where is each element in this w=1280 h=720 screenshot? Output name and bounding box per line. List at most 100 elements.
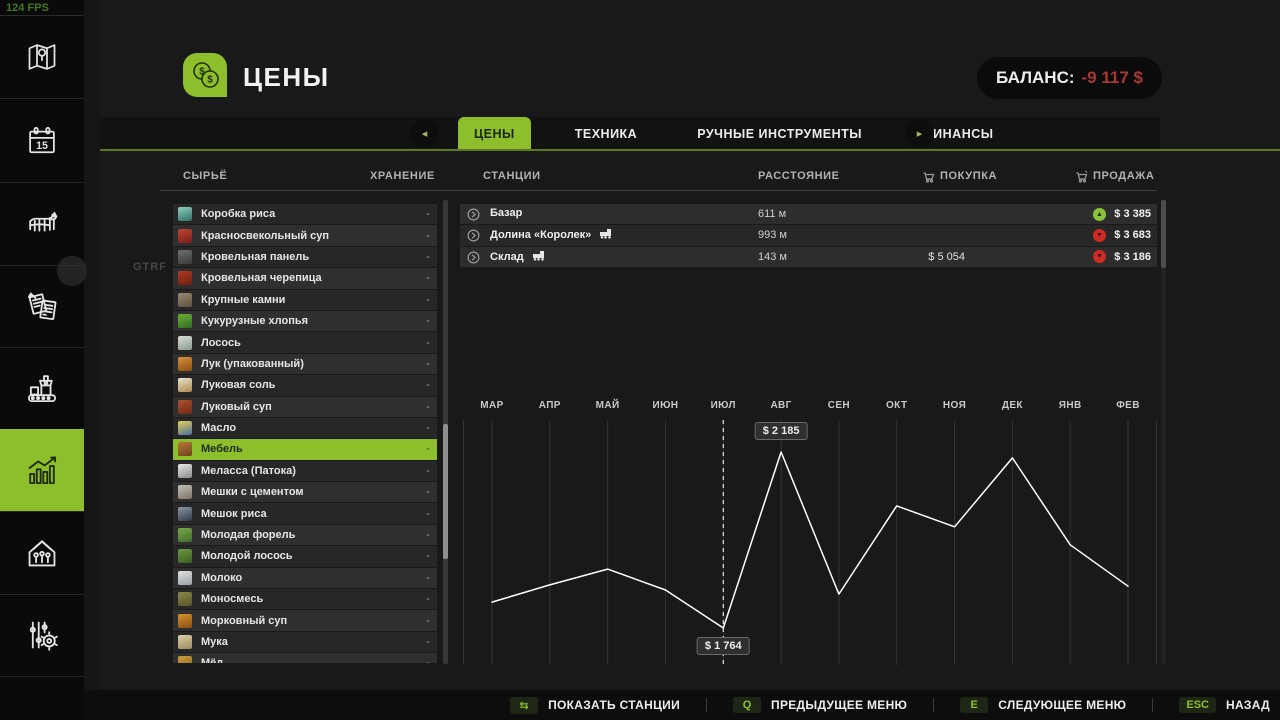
prices-chart-icon — [28, 456, 57, 485]
storage-value: - — [426, 229, 430, 242]
footer-action-2[interactable]: Q ПРЕДЫДУЩЕЕ МЕНЮ — [733, 697, 907, 713]
storage-value: - — [426, 336, 430, 349]
price-chart: МАР АПР МАЙ ИЮН ИЮЛ АВГ СЕН ОКТ НОЯ ДЕК ЯНВ ФЕВ $ 2 … — [463, 395, 1157, 665]
station-name: Базар — [490, 207, 522, 219]
sidebar-item-settings[interactable] — [0, 594, 84, 677]
storage-value: - — [426, 636, 430, 648]
list-item[interactable]: Коробка риса - — [173, 204, 437, 225]
sidebar-item-contracts[interactable] — [0, 265, 84, 348]
month-label: АПР — [538, 400, 561, 411]
commodity-name: Молодая форель — [201, 529, 296, 542]
accent-divider — [100, 149, 1280, 151]
storage-value: - — [426, 315, 430, 328]
max-price-label: $ 2 185 — [754, 422, 808, 440]
flour-icon — [178, 635, 192, 649]
list-item[interactable]: Лук (упакованный) - — [173, 353, 437, 375]
list-item[interactable]: Крупные камни - — [173, 289, 437, 310]
storage-value: - — [426, 357, 430, 370]
station-row[interactable]: Базар 611 м ▲ $ 3 385 — [460, 204, 1157, 226]
mono-mix-icon — [178, 592, 192, 607]
tabs-prev-button[interactable]: ◂ — [410, 119, 439, 148]
list-item[interactable]: Мешок риса - — [173, 503, 437, 524]
sidebar-item-workers[interactable] — [0, 512, 84, 595]
storage-value: - — [426, 529, 430, 542]
list-item[interactable]: Молодая форель - — [173, 524, 437, 546]
station-name-text: Базар — [490, 207, 523, 219]
footer-action-4[interactable]: ESC НАЗАД — [1179, 697, 1270, 713]
sidebar-item-calendar[interactable]: 15 — [0, 100, 84, 183]
chevron-right-icon: ▸ — [916, 128, 923, 140]
list-item[interactable]: Меласса (Патока) - — [173, 460, 437, 482]
tab-3[interactable]: РУЧНЫЕ ИНСТРУМЕНТЫ — [697, 126, 862, 141]
sidebar-item-prices[interactable] — [0, 429, 84, 512]
list-item[interactable]: Луковая соль - — [173, 375, 437, 396]
month-label: МАР — [480, 400, 504, 411]
list-item[interactable]: Морковный суп - — [173, 610, 437, 631]
footer-separator — [933, 698, 935, 712]
commodity-name: Мешок риса — [201, 507, 267, 520]
station-name-text: Склад — [490, 250, 524, 263]
action-label: СЛЕДУЮЩЕЕ МЕНЮ — [998, 698, 1127, 712]
list-item[interactable]: Мешки с цементом - — [173, 482, 437, 503]
station-row[interactable]: Долина «Королек» 993 м ▼ $ 3 683 — [460, 225, 1157, 247]
footer-action-3[interactable]: E СЛЕДУЮЩЕЕ МЕНЮ — [960, 697, 1126, 713]
list-item[interactable]: Красносвекольный суп - — [173, 225, 437, 246]
sidebar-item-animals[interactable] — [0, 183, 84, 266]
list-item[interactable]: Кукурузные хлопья - — [173, 310, 437, 332]
list-item[interactable]: Мука - — [173, 631, 437, 653]
key-hint: ⇆ — [510, 696, 539, 714]
month-label: АВГ — [770, 400, 792, 411]
sidebar-item-map[interactable] — [0, 16, 84, 99]
tab-2[interactable]: ТЕХНИКА — [574, 126, 638, 141]
storage-value: - — [426, 571, 430, 584]
storage-value: - — [426, 379, 430, 392]
list-item[interactable]: Луковый суп - — [173, 396, 437, 417]
list-item[interactable]: Лосось - — [173, 332, 437, 353]
tab-1[interactable]: ЦЕНЫ — [458, 117, 531, 150]
commodity-name: Мука — [201, 636, 228, 648]
sidebar-gutter — [84, 0, 100, 720]
action-label: ПРЕДЫДУЩЕЕ МЕНЮ — [771, 698, 908, 712]
station-hotspot-icon — [467, 229, 480, 247]
commodity-list: Коробка риса - Красносвекольный суп - Кровел… — [173, 204, 437, 663]
station-sell-price: $ 3 385 — [1114, 208, 1151, 220]
month-label: ДЕК — [1001, 400, 1023, 411]
balance-label: БАЛАНС: — [996, 68, 1075, 87]
workers-house-icon — [28, 540, 56, 567]
station-row[interactable]: Склад 143 м $ 5 054 ▼ $ 3 186 — [460, 246, 1157, 268]
storage-value: - — [426, 486, 430, 499]
list-item[interactable]: Моносмесь - — [173, 589, 437, 610]
list-item[interactable]: Кровельная черепица - — [173, 268, 437, 289]
list-item[interactable]: Молоко - — [173, 567, 437, 589]
station-distance: 143 м — [758, 250, 787, 263]
tab-strip: ◂ ЦЕНЫ ТЕХНИКА РУЧНЫЕ ИНСТРУМЕНТЫ ФИНАНСЫ ▸ — [100, 117, 1160, 150]
commodity-name: Масло — [201, 422, 237, 435]
list-item[interactable]: Молодой лосось - — [173, 546, 437, 567]
list-item[interactable]: Масло - — [173, 417, 437, 439]
station-distance: 993 м — [758, 229, 787, 242]
stations-scrollbar-thumb[interactable] — [1161, 200, 1166, 268]
commodity-name: Красносвекольный суп — [201, 229, 330, 242]
commodity-name: Луковая соль — [201, 379, 276, 392]
commodity-scrollbar[interactable] — [443, 200, 448, 664]
young-trout-icon — [178, 528, 192, 543]
list-item[interactable]: Мебель - — [173, 439, 437, 460]
commodity-name: Меласса (Патока) — [201, 464, 296, 477]
rice-bag-icon — [178, 506, 192, 521]
list-item[interactable]: Мёд - — [173, 653, 437, 663]
stations-scrollbar[interactable] — [1161, 200, 1166, 664]
sidebar-divider — [0, 15, 84, 16]
trend-down-icon: ▼ — [1093, 250, 1106, 264]
station-name: Склад — [490, 249, 547, 264]
commodity-scrollbar-thumb[interactable] — [443, 424, 448, 559]
tabs-next-button[interactable]: ▸ — [905, 119, 934, 148]
station-hotspot-icon — [467, 208, 480, 226]
svg-text:$: $ — [199, 67, 205, 78]
cement-bags-icon — [178, 485, 192, 500]
tab-4[interactable]: ФИНАНСЫ — [922, 126, 994, 141]
footer-action-1[interactable]: ⇆ ПОКАЗАТЬ СТАНЦИИ — [510, 696, 680, 714]
key-hint: ESC — [1179, 697, 1216, 713]
month-label: НОЯ — [942, 400, 967, 411]
sidebar-item-production[interactable] — [0, 347, 84, 430]
list-item[interactable]: Кровельная панель - — [173, 246, 437, 268]
